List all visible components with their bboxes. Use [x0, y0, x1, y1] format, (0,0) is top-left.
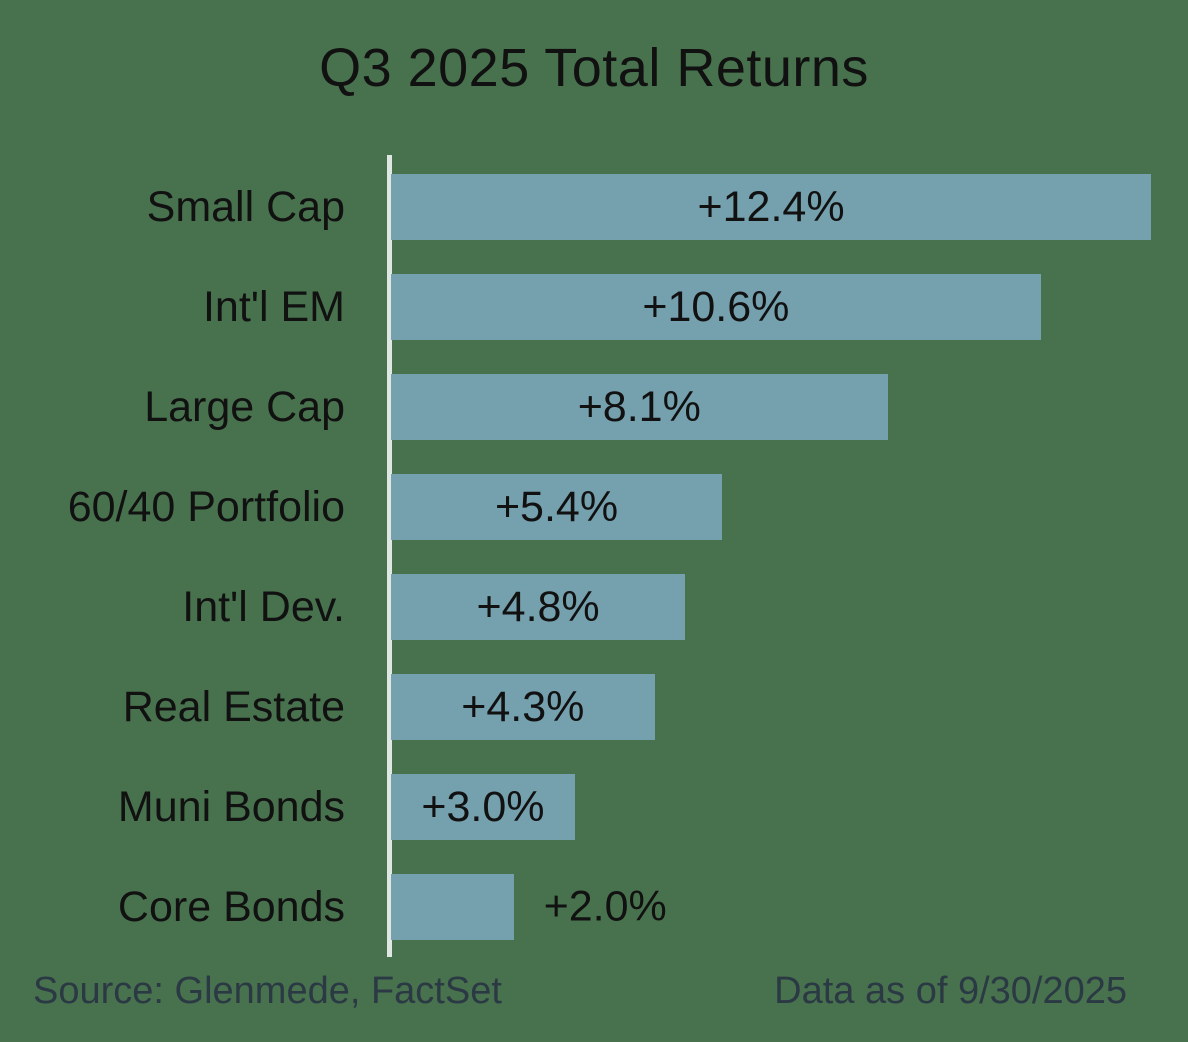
bar-row: Small Cap +12.4%: [0, 157, 1188, 257]
value-label: +10.6%: [642, 282, 790, 331]
value-label: +4.8%: [476, 582, 600, 631]
category-label: 60/40 Portfolio: [67, 482, 345, 531]
category-label: Muni Bonds: [117, 782, 345, 831]
footer: Source: Glenmede, FactSet Data as of 9/3…: [0, 970, 1188, 1018]
bar: +2.0%: [391, 874, 667, 940]
bar: +12.4%: [391, 174, 1152, 240]
bar-track: +12.4%: [391, 157, 1188, 257]
category-label: Int'l Dev.: [182, 582, 345, 631]
bar-track: +2.0%: [391, 857, 1188, 957]
value-label: +8.1%: [577, 382, 701, 431]
bar: +5.4%: [391, 474, 723, 540]
value-label: +4.3%: [461, 682, 585, 731]
value-label: +2.0%: [543, 882, 667, 931]
bar-track: +10.6%: [391, 257, 1188, 357]
bar-row: Core Bonds +2.0%: [0, 857, 1188, 957]
bar-track: +4.3%: [391, 657, 1188, 757]
value-label: +5.4%: [494, 482, 619, 531]
category-label: Real Estate: [122, 682, 345, 731]
bar-row: Real Estate +4.3%: [0, 657, 1188, 757]
bar: +4.8%: [391, 574, 686, 640]
bar: +10.6%: [391, 274, 1041, 340]
category-label: Small Cap: [146, 182, 345, 231]
value-label: +12.4%: [697, 182, 845, 231]
bar-row: Large Cap +8.1%: [0, 357, 1188, 457]
bar-row: Muni Bonds +3.0%: [0, 757, 1188, 857]
value-label: +3.0%: [421, 782, 545, 831]
bar-row: 60/40 Portfolio +5.4%: [0, 457, 1188, 557]
bar: +4.3%: [391, 674, 655, 740]
category-label: Core Bonds: [117, 882, 345, 931]
category-label: Large Cap: [144, 382, 345, 431]
bar: +8.1%: [391, 374, 888, 440]
bar-track: +5.4%: [391, 457, 1188, 557]
y-axis-line: [387, 155, 392, 957]
bar: +3.0%: [391, 774, 575, 840]
as-of-note: Data as of 9/30/2025: [774, 970, 1127, 1012]
plot-area: Small Cap +12.4% Int'l EM +10.6% Large Cap +8…: [0, 155, 1188, 957]
bar-row: Int'l Dev. +4.8%: [0, 557, 1188, 657]
bar-row: Int'l EM +10.6%: [0, 257, 1188, 357]
chart-title: Q3 2025 Total Returns: [319, 38, 869, 98]
bar-track: +4.8%: [391, 557, 1188, 657]
source-note: Source: Glenmede, FactSet: [33, 970, 502, 1012]
bar-track: +8.1%: [391, 357, 1188, 457]
bar-track: +3.0%: [391, 757, 1188, 857]
category-label: Int'l EM: [202, 282, 345, 331]
